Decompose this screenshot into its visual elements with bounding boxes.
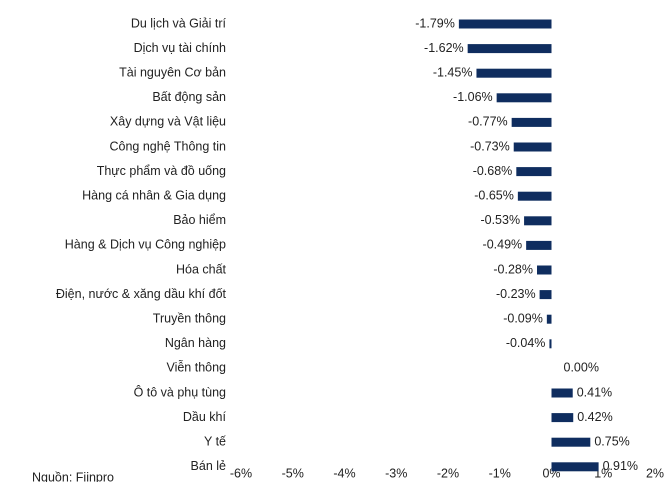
category-label: Dầu khí	[183, 410, 227, 424]
bar	[537, 265, 552, 275]
category-label: Truyền thông	[153, 311, 226, 325]
source: Nguồn: Fiinpro	[32, 470, 114, 482]
category-label: Du lịch và Giải trí	[131, 16, 227, 30]
value-label: -0.53%	[480, 213, 520, 227]
bar	[516, 167, 552, 177]
bar	[546, 314, 552, 324]
bar	[549, 339, 552, 349]
x-tick-label: -4%	[333, 466, 355, 480]
value-label: -0.28%	[493, 262, 533, 276]
category-label: Bán lẻ	[191, 459, 226, 473]
category-label: Thực phẩm và đồ uống	[97, 164, 226, 178]
bar	[551, 413, 574, 423]
value-label: -0.65%	[474, 188, 514, 202]
category-label: Điện, nước & xăng dầu khí đốt	[56, 287, 227, 301]
value-label: 0.91%	[603, 459, 638, 473]
bar	[513, 142, 552, 152]
category-label: Bất động sản	[152, 90, 226, 104]
value-label: -0.73%	[470, 139, 510, 153]
value-label: -0.49%	[483, 238, 523, 252]
x-tick-label: -3%	[385, 466, 407, 480]
bar	[551, 437, 591, 447]
bar	[551, 388, 573, 398]
bar	[539, 290, 552, 300]
value-label: 0.42%	[577, 410, 612, 424]
category-label: Bảo hiểm	[173, 213, 226, 227]
category-label: Y tế	[204, 434, 226, 448]
bar	[551, 462, 599, 472]
x-tick-label: -1%	[489, 466, 511, 480]
x-tick-label: -6%	[230, 466, 252, 480]
category-label: Hàng & Dịch vụ Công nghiệp	[65, 238, 226, 252]
bar	[526, 240, 552, 250]
category-label: Hóa chất	[176, 262, 227, 276]
category-label: Công nghệ Thông tin	[109, 139, 226, 153]
value-label: 0.75%	[594, 434, 629, 448]
category-label: Ô tô và phụ tùng	[134, 384, 226, 399]
bar	[517, 191, 552, 201]
value-label: -1.45%	[433, 65, 473, 79]
x-tick-label: -5%	[282, 466, 304, 480]
bar	[476, 68, 552, 78]
bar	[467, 44, 552, 54]
x-tick-label: 1%	[594, 466, 612, 480]
value-label: -1.62%	[424, 41, 464, 55]
x-tick-label: 2%	[646, 466, 664, 480]
value-label: 0.00%	[564, 361, 599, 375]
bar	[458, 19, 552, 29]
category-label: Hàng cá nhân & Gia dụng	[82, 188, 226, 202]
category-label: Viễn thông	[166, 360, 226, 375]
value-label: 0.41%	[577, 385, 612, 399]
value-label: -1.79%	[415, 16, 455, 30]
category-label: Dịch vụ tài chính	[134, 41, 226, 55]
bar	[524, 216, 552, 226]
bar	[511, 117, 552, 127]
category-label: Xây dựng và Vật liệu	[110, 115, 226, 129]
category-label: Tài nguyên Cơ bản	[119, 65, 226, 79]
value-label: -0.23%	[496, 287, 536, 301]
value-label: -0.04%	[506, 336, 546, 350]
value-label: -0.77%	[468, 115, 508, 129]
category-label: Ngân hàng	[165, 336, 226, 350]
value-label: -0.68%	[473, 164, 513, 178]
value-label: -0.09%	[503, 311, 543, 325]
value-label: -1.06%	[453, 90, 493, 104]
bar	[496, 93, 552, 103]
x-tick-label: -2%	[437, 466, 459, 480]
